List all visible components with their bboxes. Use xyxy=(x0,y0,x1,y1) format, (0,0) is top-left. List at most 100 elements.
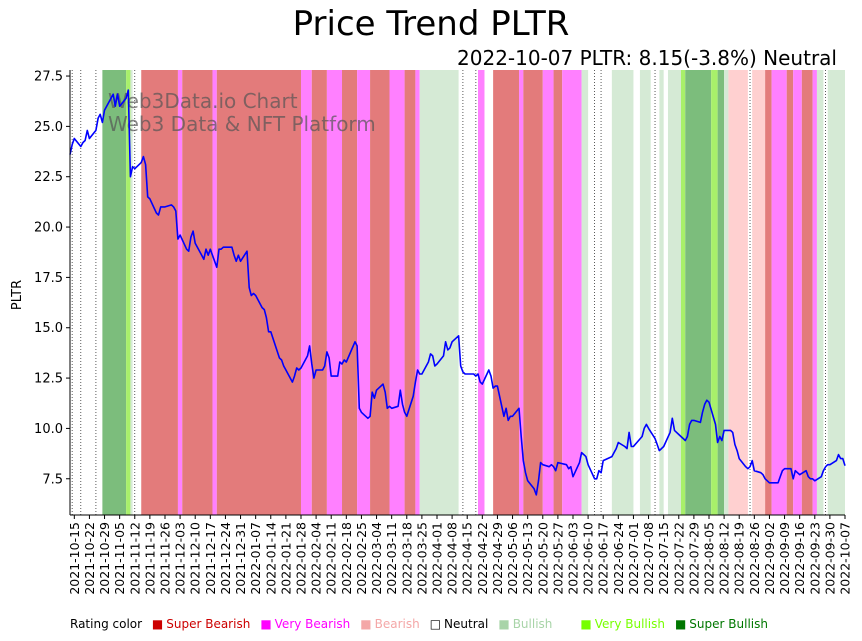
x-tick-label: 2022-04-15 xyxy=(460,522,475,595)
rating-band-very-bearish xyxy=(562,70,582,515)
x-tick-label: 2022-06-17 xyxy=(596,522,611,595)
chart-title: Price Trend PLTR xyxy=(292,4,570,44)
rating-band-super-bearish xyxy=(370,70,390,515)
rating-band-very-bearish xyxy=(300,70,312,515)
axes xyxy=(69,70,845,516)
legend-label: Super Bearish xyxy=(166,617,251,631)
x-tick-label: 2022-08-05 xyxy=(701,522,716,595)
legend: Rating color ■ Super Bearish ■ Very Bearish… xyxy=(70,617,784,631)
x-tick-label: 2022-09-09 xyxy=(777,522,792,595)
x-tick-label: 2022-06-10 xyxy=(581,522,596,595)
rating-band-bullish xyxy=(827,70,845,515)
rating-band-very-bearish xyxy=(415,70,420,515)
rating-band-very-bearish xyxy=(793,70,802,515)
legend-item: ■ Bearish xyxy=(360,617,423,631)
y-tick-label: 20.0 xyxy=(34,221,63,236)
legend-item: ■ Super Bearish xyxy=(152,617,254,631)
rating-band-super-bearish xyxy=(141,70,178,515)
x-tick-label: 2022-10-07 xyxy=(838,522,853,595)
y-axis-label: PLTR xyxy=(10,280,25,310)
x-tick-label: 2022-08-12 xyxy=(717,522,732,595)
watermark-line: Web3Data.io Chart xyxy=(108,89,298,113)
x-tick-label: 2021-11-12 xyxy=(127,522,142,595)
x-ticks: 2021-10-15 2021-10-22 2021-10-29 2021-11-05… xyxy=(67,515,853,595)
y-tick-label: 15.0 xyxy=(34,321,63,336)
legend-item: ■ Bullish xyxy=(498,617,574,631)
legend-swatch: ■ xyxy=(151,617,164,631)
rating-band-super-bearish xyxy=(801,70,813,515)
rating-band-super-bearish xyxy=(311,70,327,515)
x-tick-label: 2022-04-01 xyxy=(429,522,444,595)
legend-swatch: ■ xyxy=(498,617,510,631)
legend-item: ■ Super Bullish xyxy=(675,617,772,631)
rating-band-bullish xyxy=(581,70,589,515)
legend-label: Bearish xyxy=(374,617,420,631)
x-tick-label: 2021-11-05 xyxy=(112,522,127,595)
x-tick-label: 2022-04-08 xyxy=(445,522,460,595)
rating-band-bullish xyxy=(130,70,133,515)
y-tick-label: 17.5 xyxy=(34,271,63,286)
legend-label: Super Bullish xyxy=(689,617,768,631)
neutral-lines xyxy=(71,70,826,515)
x-tick-label: 2022-03-25 xyxy=(414,522,429,595)
y-tick-label: 25.0 xyxy=(34,120,63,135)
y-tick-label: 10.0 xyxy=(34,422,63,437)
legend-label: Neutral xyxy=(444,617,489,631)
x-tick-label: 2021-10-29 xyxy=(97,522,112,595)
legend-title: Rating color xyxy=(70,617,143,631)
rating-band-bullish xyxy=(639,70,651,515)
legend-item: ■ Very Bearish xyxy=(260,617,354,631)
rating-band-super-bearish xyxy=(182,70,213,515)
x-tick-label: 2022-05-06 xyxy=(505,522,520,595)
x-tick-label: 2022-09-02 xyxy=(762,522,777,595)
x-tick-label: 2022-07-29 xyxy=(686,522,701,595)
x-tick-label: 2022-04-29 xyxy=(490,522,505,595)
x-tick-label: 2022-03-11 xyxy=(384,522,399,595)
legend-item: □ Neutral xyxy=(430,617,493,631)
rating-band-bullish xyxy=(724,70,729,515)
rating-band-bullish xyxy=(659,70,664,515)
x-tick-label: 2021-11-19 xyxy=(142,522,157,595)
rating-band-bearish xyxy=(728,70,748,515)
x-tick-label: 2022-07-08 xyxy=(641,522,656,595)
x-tick-label: 2021-12-10 xyxy=(188,522,203,595)
x-tick-label: 2021-10-15 xyxy=(67,522,82,595)
x-tick-label: 2021-12-17 xyxy=(203,522,218,595)
rating-band-super-bullish xyxy=(685,70,712,515)
x-tick-label: 2022-06-03 xyxy=(565,522,580,595)
x-tick-label: 2022-02-18 xyxy=(339,522,354,595)
rating-band-very-bearish xyxy=(771,70,787,515)
rating-band-very-bullish xyxy=(711,70,718,515)
rating-band-super-bearish xyxy=(216,70,301,515)
legend-item: ■ Very Bullish xyxy=(580,617,669,631)
x-tick-label: 2021-12-03 xyxy=(173,522,188,595)
rating-band-super-bearish xyxy=(553,70,563,515)
legend-items: ■ Super Bearish ■ Very Bearish ■ Bearish □ Neut… xyxy=(152,617,778,631)
x-tick-label: 2022-09-16 xyxy=(792,522,807,595)
x-tick-label: 2022-07-22 xyxy=(671,522,686,595)
rating-band-bullish xyxy=(419,70,459,515)
x-tick-label: 2022-06-24 xyxy=(611,522,626,595)
rating-band-bearish xyxy=(752,70,766,515)
x-tick-label: 2022-07-15 xyxy=(656,522,671,595)
x-tick-label: 2022-04-22 xyxy=(475,522,490,595)
x-tick-label: 2021-12-24 xyxy=(218,522,233,595)
y-tick-label: 27.5 xyxy=(34,70,63,85)
legend-swatch: ■ xyxy=(674,617,687,631)
watermark-line: Web3 Data & NFT Platform xyxy=(108,112,376,136)
y-ticks: 7.5 10.0 12.5 15.0 17.5 20.0 22.5 25.0 27.5 xyxy=(34,70,70,487)
rating-band-very-bearish xyxy=(478,70,485,515)
rating-band-bullish xyxy=(816,70,824,515)
x-tick-label: 2022-08-26 xyxy=(747,522,762,595)
rating-band-super-bearish xyxy=(765,70,772,515)
rating-band-very-bearish xyxy=(389,70,405,515)
x-tick-label: 2022-03-04 xyxy=(369,522,384,595)
rating-band-super-bearish xyxy=(493,70,520,515)
rating-band-super-bearish xyxy=(786,70,794,515)
y-tick-label: 22.5 xyxy=(34,170,63,185)
x-tick-label: 2022-01-14 xyxy=(263,522,278,595)
rating-band-very-bearish xyxy=(326,70,343,515)
rating-band-very-bearish xyxy=(812,70,817,515)
rating-band-very-bearish xyxy=(519,70,524,515)
